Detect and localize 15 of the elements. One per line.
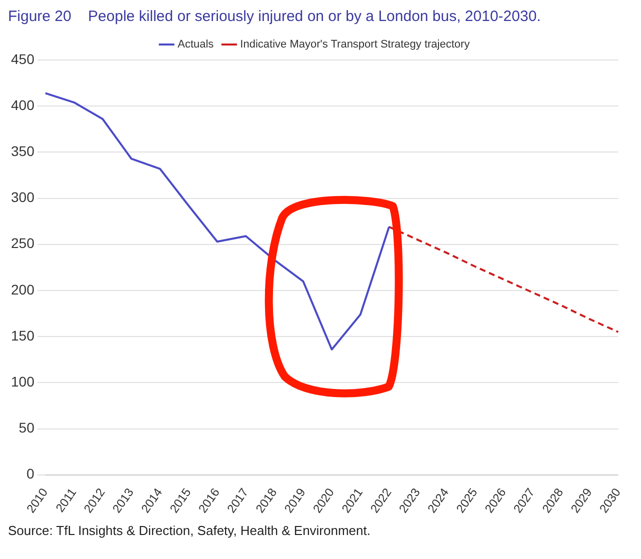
y-tick-label: 150: [11, 327, 35, 344]
y-tick-label: 300: [11, 189, 35, 206]
line-series: [388, 226, 620, 333]
y-tick-label: 0: [26, 466, 35, 482]
source-note: Source: TfL Insights & Direction, Safety, Health & Environment.: [8, 523, 372, 538]
legend-label: Actuals: [178, 38, 214, 51]
y-tick-label: 200: [11, 281, 35, 298]
y-tick-label: 50: [18, 420, 35, 436]
y-tick-label: 350: [11, 143, 35, 160]
y-tick-label: 450: [11, 50, 35, 67]
chart-title: Figure 20 People killed or seriously injured on or by a London bus, 2010-2030.: [8, 8, 542, 25]
y-tick-label: 250: [11, 235, 35, 252]
y-tick-label: 100: [11, 374, 35, 390]
legend-label: Indicative Mayor's Transport Strategy trajectory: [240, 38, 470, 51]
y-tick-label: 400: [11, 96, 35, 113]
